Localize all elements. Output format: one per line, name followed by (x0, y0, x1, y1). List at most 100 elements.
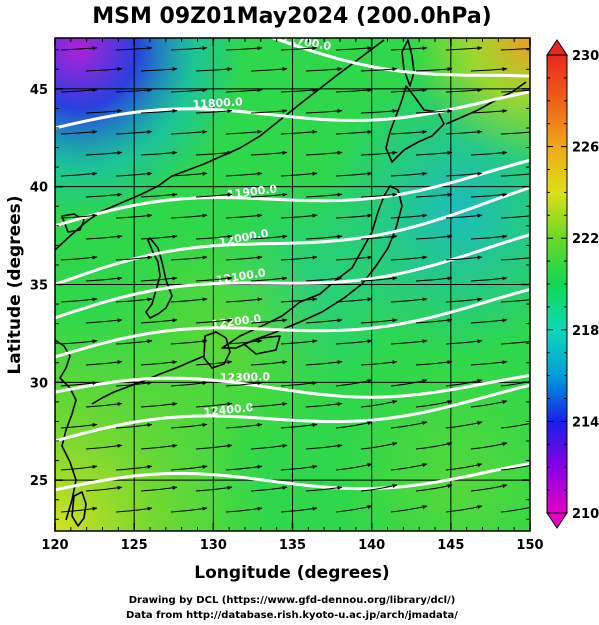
wind-streamline (335, 129, 373, 135)
wind-streamline (280, 339, 318, 345)
wind-streamline (140, 443, 178, 450)
wind-streamline (500, 173, 530, 177)
wind-streamline (415, 234, 453, 240)
wind-streamline (195, 360, 233, 366)
wind-streamline (500, 465, 530, 471)
wind-streamline (195, 443, 233, 450)
wind-streamline (195, 192, 233, 198)
wind-streamline (335, 297, 373, 303)
wind-streamline (280, 129, 318, 135)
wind-streamline (470, 276, 508, 282)
wind-streamline (360, 360, 398, 366)
wind-streamline (60, 129, 98, 135)
wind-streamline (305, 192, 343, 198)
wind-streamline (115, 171, 153, 177)
wind-streamline (390, 213, 428, 219)
wind-streamline (305, 443, 343, 450)
contour-label: 11800.0 (192, 95, 243, 111)
wind-streamline (140, 192, 178, 198)
wind-streamline (470, 484, 508, 492)
wind-streamline (85, 67, 123, 72)
china-east-coast (55, 339, 77, 521)
wind-streamline (360, 318, 398, 324)
wind-streamline (335, 421, 373, 429)
x-tick-label: 120 (41, 538, 68, 553)
wind-streamline (85, 192, 123, 198)
wind-streamline (390, 379, 428, 387)
wind-streamlines (60, 46, 530, 513)
wind-streamline (415, 67, 453, 72)
wind-streamline (250, 276, 288, 282)
wind-streamline (115, 381, 153, 387)
wind-streamline (280, 46, 318, 51)
height-contour (55, 287, 530, 359)
wind-streamline (280, 297, 318, 303)
wind-streamline (115, 255, 153, 261)
coastlines (55, 39, 527, 527)
colorbar: 210 214 218 222 226 230 (546, 39, 599, 529)
wind-streamline (225, 381, 263, 387)
wind-streamline (390, 505, 428, 513)
wind-streamline (500, 423, 530, 429)
wind-streamline (500, 215, 530, 219)
height-contour (55, 383, 530, 443)
wind-streamline (305, 318, 343, 324)
wind-streamline (85, 318, 123, 324)
colorbar-label: 222 (572, 232, 599, 247)
wind-streamline (445, 213, 483, 219)
wind-streamline (140, 67, 178, 72)
wind-streamline (390, 339, 428, 345)
wind-streamline (360, 484, 398, 492)
wind-streamline (250, 150, 288, 156)
colorbar-min-arrow (546, 512, 568, 529)
wind-streamline (280, 88, 318, 93)
wind-streamline (335, 339, 373, 345)
wind-streamline (305, 67, 343, 72)
wind-streamline (195, 485, 233, 492)
wind-streamline (305, 360, 343, 366)
wind-streamline (170, 423, 208, 429)
wind-streamline (500, 257, 530, 261)
wind-streamline (140, 360, 178, 366)
wind-streamline (360, 67, 398, 72)
wind-streamline (360, 442, 398, 450)
wind-streamline (250, 443, 288, 450)
wind-streamline (60, 381, 98, 387)
wind-streamline (390, 129, 428, 135)
wind-streamline (445, 255, 483, 261)
wind-streamline (115, 88, 153, 93)
wind-streamline (470, 67, 508, 72)
wind-streamline (115, 506, 153, 513)
x-axis-ticks: 120 125 130 135 140 145 150 (41, 38, 544, 553)
wind-streamline (280, 255, 318, 261)
wind-streamline (305, 402, 343, 408)
wind-streamline (140, 234, 178, 240)
wind-streamline (225, 88, 263, 93)
wind-streamline (170, 506, 208, 513)
wind-streamline (140, 150, 178, 156)
wind-streamline (250, 360, 288, 366)
wind-streamline (60, 88, 98, 93)
wind-streamline (500, 131, 530, 135)
wind-streamline (60, 297, 98, 303)
wind-streamline (470, 400, 508, 408)
wind-streamline (225, 213, 263, 219)
wind-streamline (335, 213, 373, 219)
wind-streamline (195, 109, 233, 114)
y-axis-label: Latitude (degrees) (5, 195, 25, 374)
wind-streamline (195, 402, 233, 408)
x-axis-label: Longitude (degrees) (194, 563, 389, 583)
bohai-coast (61, 213, 85, 233)
wind-streamline (225, 464, 263, 471)
wind-streamline (500, 47, 530, 51)
wind-streamline (415, 442, 453, 450)
x-tick-label: 150 (516, 538, 543, 553)
credit-data: Data from http://database.rish.kyoto-u.a… (126, 610, 458, 621)
x-tick-label: 135 (279, 538, 306, 553)
colorbar-label: 226 (572, 141, 599, 156)
wind-streamline (335, 255, 373, 261)
wind-streamline (280, 423, 318, 429)
y-tick-label: 40 (30, 181, 48, 196)
wind-streamline (60, 213, 98, 219)
wind-streamline (250, 192, 288, 198)
